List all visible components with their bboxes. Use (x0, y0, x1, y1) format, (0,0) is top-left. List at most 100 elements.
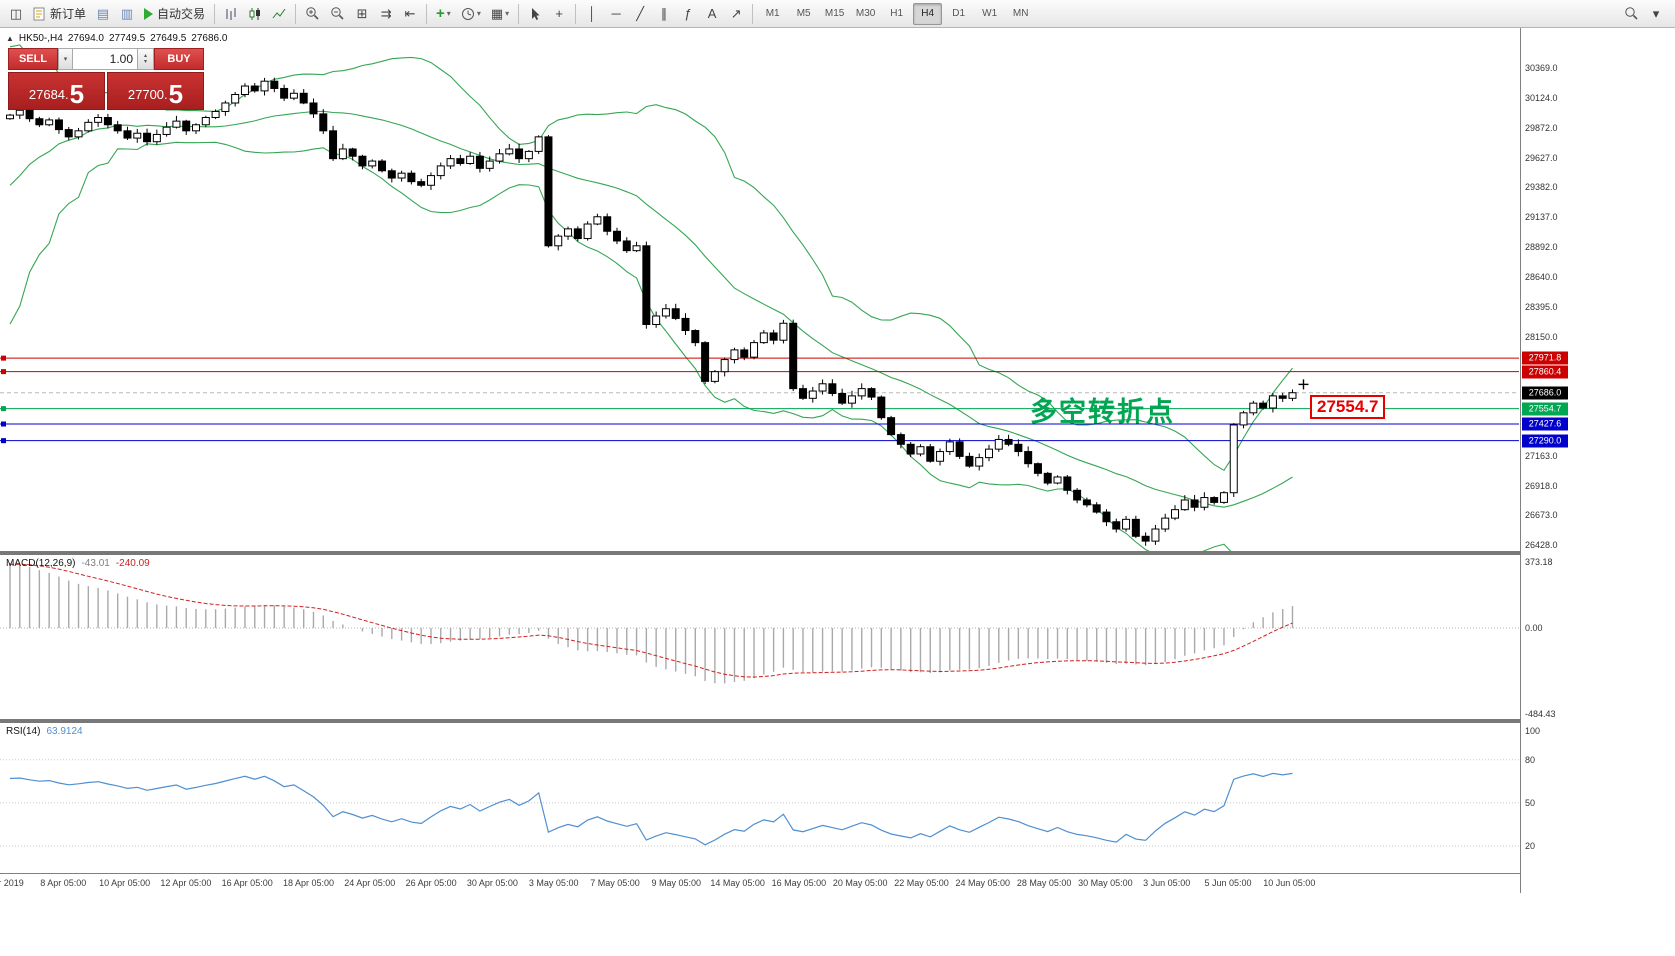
time-axis-label: 26 Apr 05:00 (405, 878, 457, 888)
timeframe-d1[interactable]: D1 (952, 8, 966, 19)
time-axis-label: 30 Apr 05:00 (466, 878, 518, 888)
spin-up-icon[interactable]: ▴ (143, 53, 147, 59)
price-axis-label: 29137.0 (1525, 212, 1558, 223)
templates-icon: ▦ (490, 5, 504, 21)
time-axis-label: 7 May 05:00 (590, 878, 640, 888)
timeframe-mn[interactable]: MN (1012, 8, 1029, 19)
toolbar-options-icon[interactable]: ▾ (1652, 5, 1660, 21)
time-axis-label: 10 Jun 05:00 (1263, 878, 1316, 888)
arrows-tool[interactable]: ↗ (730, 5, 742, 21)
rsi-axis-label: 50 (1525, 798, 1536, 808)
templates-button[interactable]: ▦ ▾ (490, 5, 510, 21)
time-axis-label: 30 May 05:00 (1078, 878, 1133, 888)
price-axis-label: 28892.0 (1525, 241, 1558, 252)
time-axis-label: 9 May 05:00 (651, 878, 702, 888)
price-tag-label[interactable]: 27554.7 (1310, 395, 1386, 419)
time-axis-label: 3 May 05:00 (528, 878, 579, 888)
price-high: 27749.5 (108, 33, 146, 44)
candle-chart-type-button[interactable] (244, 3, 266, 25)
price-axis-label: 26918.0 (1525, 480, 1558, 491)
text-tool[interactable]: A (707, 6, 717, 21)
macd-axis-label: 0.00 (1525, 623, 1543, 633)
autotrade-play-icon (144, 7, 154, 20)
current-price-label: 27686.0 (1522, 386, 1568, 400)
rsi-axis-label: 20 (1525, 841, 1536, 851)
pane-splitter-macd[interactable] (0, 551, 1520, 555)
navigator-icon[interactable]: ▤ (96, 5, 110, 21)
timeframe-m15[interactable]: M15 (824, 8, 845, 19)
chart-shift-icon[interactable]: ⇤ (404, 5, 416, 21)
price-axis-label: 26673.0 (1525, 510, 1558, 521)
grid-icon[interactable]: ⊞ (356, 5, 368, 21)
price-axis-label: 28640.0 (1525, 272, 1558, 283)
time-axis-label: 14 May 05:00 (710, 878, 765, 888)
spin-down-icon[interactable]: ▾ (143, 59, 147, 65)
time-axis-label: 16 May 05:00 (771, 878, 827, 888)
time-axis[interactable]: 3 Apr 2019 8 Apr 05:00 10 Apr 05:00 12 Apr … (0, 873, 1520, 896)
autotrade-button[interactable]: 自动交易 (140, 3, 209, 25)
buy-button[interactable]: BUY (154, 48, 204, 70)
time-axis-label: 3 Jun 05:00 (1143, 878, 1191, 888)
price-axis-label: 29627.0 (1525, 152, 1558, 163)
volume-spinner[interactable]: ▴ ▾ (138, 48, 154, 70)
price-axis-label: 28150.0 (1525, 331, 1558, 342)
price-line-label: 27554.7 (1522, 402, 1568, 416)
symbol-period: HK50-,H4 (18, 33, 63, 44)
horizontal-line-tool[interactable]: ─ (611, 6, 621, 21)
price-axis-label: 26428.0 (1525, 540, 1558, 550)
rsi-line (9, 772, 1293, 846)
buy-price-box[interactable]: 27700. 5 (107, 72, 204, 110)
periods-button[interactable]: ▾ (457, 3, 485, 25)
channel-tool[interactable]: ∥ (660, 5, 668, 21)
timeframe-h1[interactable]: H1 (890, 8, 904, 19)
trendline-tool[interactable]: ╱ (636, 5, 645, 21)
candles (6, 77, 1297, 546)
zoom-out-button[interactable] (326, 3, 349, 25)
new-order-button[interactable]: 新订单 (29, 3, 90, 25)
time-axis-label: 18 Apr 05:00 (282, 878, 335, 888)
zoom-out-icon (331, 7, 344, 20)
main-pane (0, 44, 1519, 551)
bar-chart-type-button[interactable] (220, 3, 242, 25)
vertical-line-tool[interactable]: │ (588, 6, 597, 21)
new-order-icon (33, 7, 45, 20)
autoscroll-icon[interactable]: ⇉ (380, 5, 392, 21)
timeframe-group: M1 M5 M15 M30 H1 H4 D1 W1 MN (757, 2, 1036, 25)
timeframe-h4[interactable]: H4 (913, 2, 943, 25)
macd-label: MACD(12,26,9) -43.01 -240.09 (6, 558, 150, 569)
crosshair-icon[interactable]: + (555, 6, 563, 21)
sell-price-box[interactable]: 27684. 5 (8, 72, 105, 110)
price-line-label: 27860.4 (1522, 365, 1568, 379)
time-axis-label: 12 Apr 05:00 (160, 878, 212, 888)
indicators-button[interactable]: + ▾ (436, 5, 451, 22)
fibonacci-tool[interactable]: ƒ (684, 6, 692, 21)
volume-dropdown[interactable]: ▾ (58, 48, 73, 70)
sell-button[interactable]: SELL (8, 48, 58, 70)
timeframe-w1[interactable]: W1 (982, 8, 998, 19)
price-axis[interactable]: 30369.0 30124.0 29872.0 29627.0 29382.0 29137… (1520, 28, 1675, 893)
timeframe-m5[interactable]: M5 (796, 8, 811, 19)
price-chart[interactable] (0, 0, 1520, 956)
pane-splitter-rsi[interactable] (0, 719, 1520, 723)
macd-axis-label: 373.18 (1525, 557, 1553, 567)
line-chart-icon (272, 8, 286, 18)
line-chart-type-button[interactable] (268, 3, 290, 25)
candlestick-icon (249, 7, 261, 20)
time-axis-label: 22 May 05:00 (894, 878, 949, 888)
rsi-axis-label: 100 (1525, 726, 1541, 736)
chart-annotation-text: 多空转折点 (1030, 397, 1175, 427)
time-axis-label: 24 May 05:00 (955, 878, 1011, 888)
time-axis-label: 5 Jun 05:00 (1204, 878, 1252, 888)
timeframe-m1[interactable]: M1 (765, 8, 780, 19)
volume-input[interactable] (73, 48, 138, 70)
macd-axis-label: -484.43 (1525, 709, 1556, 719)
search-button[interactable] (1620, 3, 1643, 25)
price-line-label: 27971.8 (1522, 351, 1568, 365)
cursor-button[interactable] (524, 3, 546, 25)
timeframe-m30[interactable]: M30 (855, 8, 876, 19)
charts-windows-icon[interactable]: ◫ (9, 5, 23, 21)
zoom-in-button[interactable] (301, 3, 324, 25)
rsi-label: RSI(14) 63.9124 (6, 726, 83, 737)
panel-collapse-icon[interactable]: ▲ (6, 34, 14, 43)
terminal-icon[interactable]: ▥ (120, 5, 134, 21)
